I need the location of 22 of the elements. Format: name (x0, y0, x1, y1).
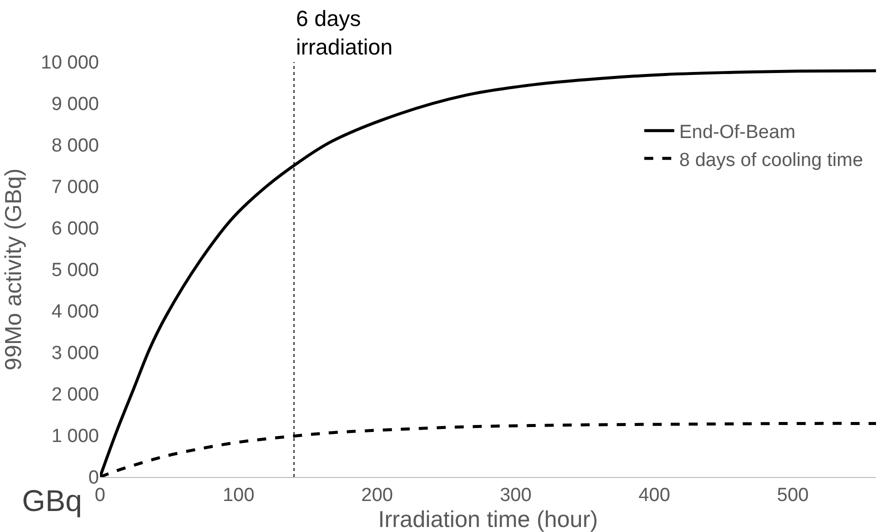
y-axis-title: 99Mo activity (GBq) (0, 168, 26, 370)
y-tick-label: 4 000 (51, 302, 99, 323)
y-tick-label: 5 000 (51, 260, 99, 282)
y-tick-label: 3 000 (51, 343, 99, 364)
y-tick-label: 7 000 (51, 177, 99, 198)
x-tick-label: 400 (638, 484, 670, 506)
y-tick-label: 0 (88, 468, 99, 489)
legend-label: 8 days of cooling time (679, 150, 864, 171)
y-tick-label: 1 000 (51, 426, 99, 448)
x-tick-label: 500 (777, 484, 809, 506)
y-tick-label: 8 000 (51, 136, 99, 157)
y-tick-label: 10 000 (40, 52, 99, 74)
x-tick-label: 200 (361, 484, 393, 506)
text: GBq (22, 485, 82, 518)
y-tick-label: 9 000 (51, 94, 99, 116)
y-tick-label: 6 000 (51, 218, 99, 240)
ref-line-label: 6 days irradiation (296, 6, 393, 60)
x-axis-title: Irradiation time (hour) (378, 506, 598, 532)
legend-label: End-Of-Beam (679, 122, 796, 144)
y-tick-label: 2 000 (51, 384, 99, 406)
x-tick-label: 100 (222, 484, 254, 506)
x-tick-label: 300 (500, 484, 532, 506)
